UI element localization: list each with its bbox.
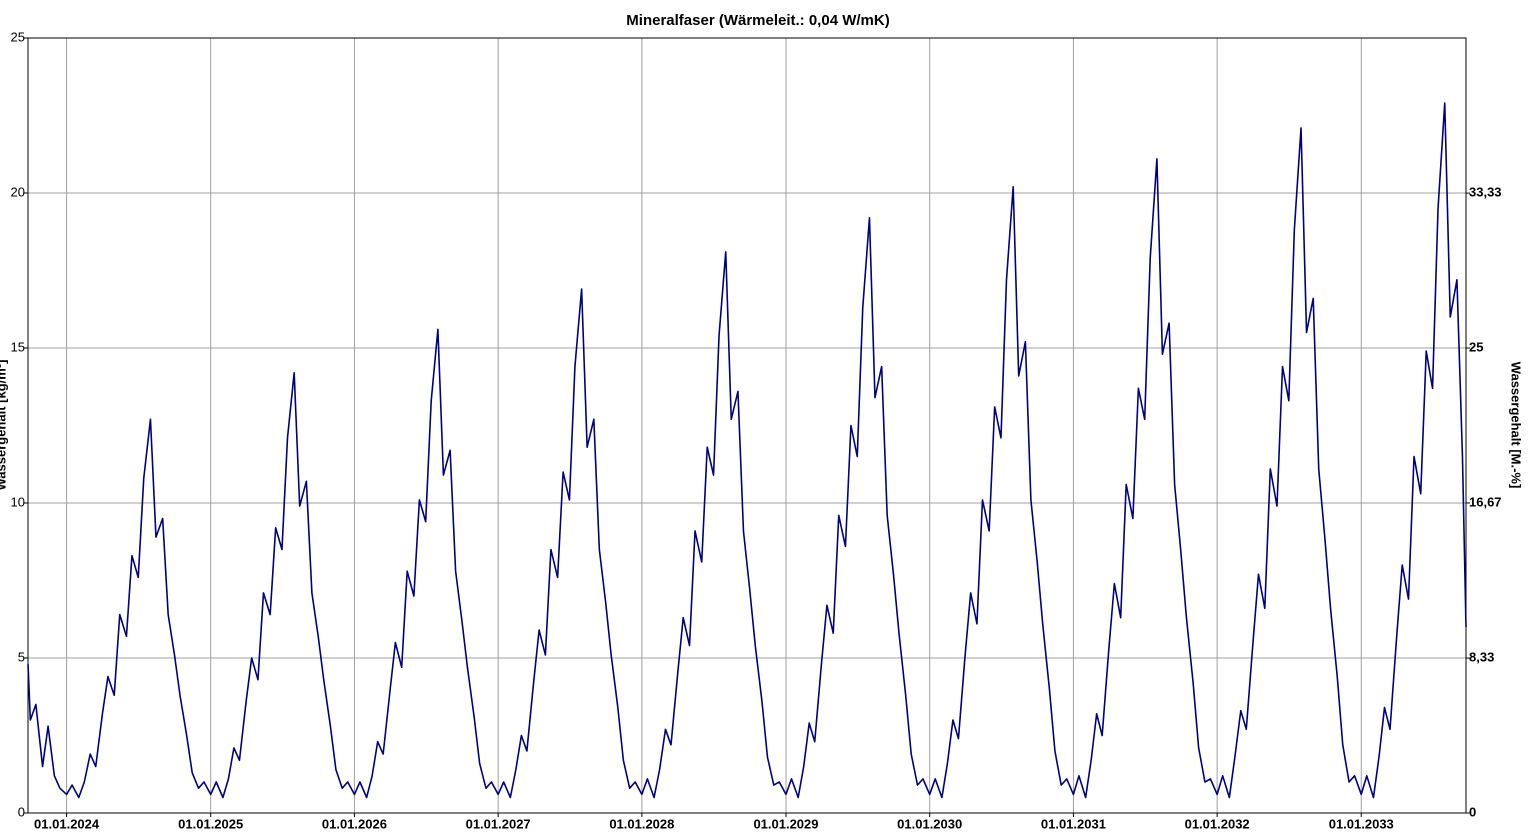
x-tick-label: 01.01.2032 xyxy=(1185,816,1250,831)
x-tick-label: 01.01.2026 xyxy=(322,816,387,831)
x-tick-label: 01.01.2025 xyxy=(178,816,243,831)
x-tick-label: 01.01.2024 xyxy=(34,816,100,831)
x-tick-label: 01.01.2033 xyxy=(1329,816,1394,831)
data-line xyxy=(27,102,1467,799)
y-tick-label: 10 xyxy=(11,494,25,509)
x-tick-label: 01.01.2030 xyxy=(897,816,962,831)
y2-tick-label: 0 xyxy=(1469,804,1476,819)
y2-tick-label: 16,67 xyxy=(1469,494,1502,509)
y-tick-label: 0 xyxy=(18,804,25,819)
y-axis-label: Wassergehalt [kg/m³] xyxy=(0,360,8,491)
chart-title: Mineralfaser (Wärmeleit.: 0,04 W/mK) xyxy=(626,12,889,29)
y-tick-label: 20 xyxy=(11,184,25,199)
x-tick-label: 01.01.2028 xyxy=(609,816,674,831)
y-tick-label: 5 xyxy=(18,649,25,664)
plot-border xyxy=(27,37,1467,814)
x-tick-label: 01.01.2027 xyxy=(466,816,531,831)
x-tick-label: 01.01.2031 xyxy=(1041,816,1106,831)
y2-tick-label: 25 xyxy=(1469,339,1483,354)
y2-tick-label: 8,33 xyxy=(1469,650,1494,665)
y2-tick-label: 33,33 xyxy=(1469,185,1502,200)
x-tick-label: 01.01.2029 xyxy=(753,816,818,831)
y-tick-label: 15 xyxy=(11,339,25,354)
y-tick-label: 25 xyxy=(11,29,25,44)
y2-axis-label: Wassergehalt [M.-%] xyxy=(1509,362,1524,489)
